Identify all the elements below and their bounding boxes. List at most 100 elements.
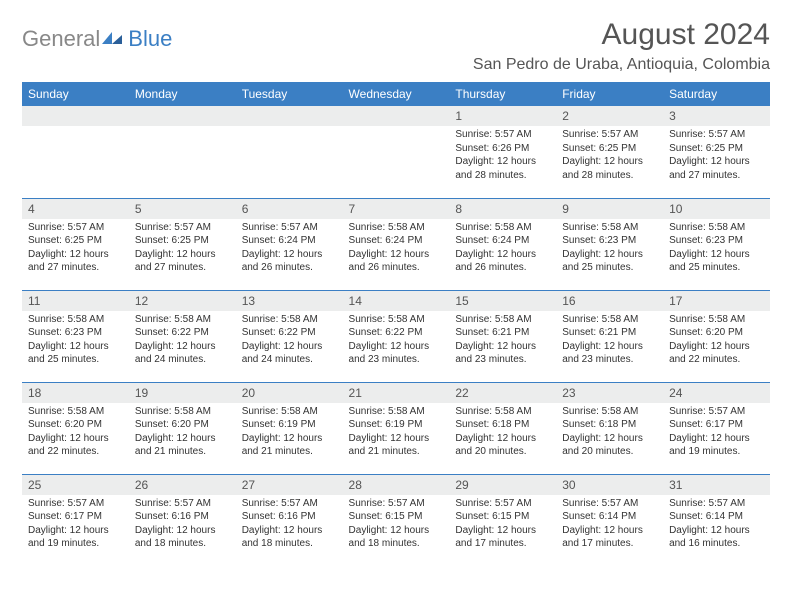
day-number: 8 — [449, 199, 556, 219]
day-number-empty — [343, 106, 450, 126]
daylight-line: Daylight: 12 hours and 26 minutes. — [349, 248, 444, 275]
sunrise-line: Sunrise: 5:58 AM — [455, 405, 550, 419]
sunset-line: Sunset: 6:25 PM — [562, 142, 657, 156]
daylight-line: Daylight: 12 hours and 16 minutes. — [669, 524, 764, 551]
calendar-cell: 9Sunrise: 5:58 AMSunset: 6:23 PMDaylight… — [556, 198, 663, 290]
day-number: 24 — [663, 383, 770, 403]
day-details: Sunrise: 5:57 AMSunset: 6:17 PMDaylight:… — [663, 403, 770, 463]
daylight-line: Daylight: 12 hours and 24 minutes. — [242, 340, 337, 367]
daylight-line: Daylight: 12 hours and 26 minutes. — [455, 248, 550, 275]
sunrise-line: Sunrise: 5:58 AM — [455, 313, 550, 327]
calendar-cell: 30Sunrise: 5:57 AMSunset: 6:14 PMDayligh… — [556, 474, 663, 566]
daylight-line: Daylight: 12 hours and 27 minutes. — [669, 155, 764, 182]
daylight-line: Daylight: 12 hours and 20 minutes. — [562, 432, 657, 459]
day-header: Sunday — [22, 82, 129, 106]
sunset-line: Sunset: 6:23 PM — [562, 234, 657, 248]
day-header: Monday — [129, 82, 236, 106]
location: San Pedro de Uraba, Antioquia, Colombia — [473, 56, 770, 74]
sunrise-line: Sunrise: 5:58 AM — [135, 313, 230, 327]
day-details: Sunrise: 5:57 AMSunset: 6:25 PMDaylight:… — [22, 219, 129, 279]
sunrise-line: Sunrise: 5:58 AM — [28, 313, 123, 327]
day-number: 1 — [449, 106, 556, 126]
day-number: 21 — [343, 383, 450, 403]
sunrise-line: Sunrise: 5:57 AM — [455, 128, 550, 142]
day-details: Sunrise: 5:57 AMSunset: 6:25 PMDaylight:… — [663, 126, 770, 186]
calendar-cell: 8Sunrise: 5:58 AMSunset: 6:24 PMDaylight… — [449, 198, 556, 290]
daylight-line: Daylight: 12 hours and 23 minutes. — [349, 340, 444, 367]
day-number: 13 — [236, 291, 343, 311]
calendar-cell: 15Sunrise: 5:58 AMSunset: 6:21 PMDayligh… — [449, 290, 556, 382]
sunrise-line: Sunrise: 5:57 AM — [349, 497, 444, 511]
sunrise-line: Sunrise: 5:58 AM — [135, 405, 230, 419]
daylight-line: Daylight: 12 hours and 28 minutes. — [562, 155, 657, 182]
sunset-line: Sunset: 6:24 PM — [242, 234, 337, 248]
day-details: Sunrise: 5:57 AMSunset: 6:25 PMDaylight:… — [129, 219, 236, 279]
day-number: 9 — [556, 199, 663, 219]
sunset-line: Sunset: 6:26 PM — [455, 142, 550, 156]
day-details: Sunrise: 5:58 AMSunset: 6:20 PMDaylight:… — [129, 403, 236, 463]
day-details: Sunrise: 5:57 AMSunset: 6:26 PMDaylight:… — [449, 126, 556, 186]
sunset-line: Sunset: 6:24 PM — [455, 234, 550, 248]
daylight-line: Daylight: 12 hours and 18 minutes. — [135, 524, 230, 551]
day-number: 11 — [22, 291, 129, 311]
calendar-cell — [129, 106, 236, 198]
sunrise-line: Sunrise: 5:58 AM — [669, 221, 764, 235]
calendar-cell: 1Sunrise: 5:57 AMSunset: 6:26 PMDaylight… — [449, 106, 556, 198]
sunset-line: Sunset: 6:22 PM — [242, 326, 337, 340]
daylight-line: Daylight: 12 hours and 27 minutes. — [135, 248, 230, 275]
day-number: 5 — [129, 199, 236, 219]
day-number: 16 — [556, 291, 663, 311]
daylight-line: Daylight: 12 hours and 17 minutes. — [455, 524, 550, 551]
calendar-cell: 29Sunrise: 5:57 AMSunset: 6:15 PMDayligh… — [449, 474, 556, 566]
day-number: 4 — [22, 199, 129, 219]
calendar-cell: 31Sunrise: 5:57 AMSunset: 6:14 PMDayligh… — [663, 474, 770, 566]
day-number: 3 — [663, 106, 770, 126]
daylight-line: Daylight: 12 hours and 21 minutes. — [135, 432, 230, 459]
calendar-cell: 5Sunrise: 5:57 AMSunset: 6:25 PMDaylight… — [129, 198, 236, 290]
day-number: 31 — [663, 475, 770, 495]
sunrise-line: Sunrise: 5:57 AM — [669, 497, 764, 511]
calendar-cell: 20Sunrise: 5:58 AMSunset: 6:19 PMDayligh… — [236, 382, 343, 474]
day-details: Sunrise: 5:58 AMSunset: 6:18 PMDaylight:… — [556, 403, 663, 463]
daylight-line: Daylight: 12 hours and 20 minutes. — [455, 432, 550, 459]
calendar-cell: 23Sunrise: 5:58 AMSunset: 6:18 PMDayligh… — [556, 382, 663, 474]
logo: General Blue — [22, 18, 172, 52]
day-number: 15 — [449, 291, 556, 311]
day-number: 27 — [236, 475, 343, 495]
calendar-week: 25Sunrise: 5:57 AMSunset: 6:17 PMDayligh… — [22, 474, 770, 566]
sunset-line: Sunset: 6:25 PM — [669, 142, 764, 156]
daylight-line: Daylight: 12 hours and 22 minutes. — [28, 432, 123, 459]
daylight-line: Daylight: 12 hours and 19 minutes. — [28, 524, 123, 551]
day-details: Sunrise: 5:58 AMSunset: 6:22 PMDaylight:… — [343, 311, 450, 371]
calendar-cell — [22, 106, 129, 198]
daylight-line: Daylight: 12 hours and 22 minutes. — [669, 340, 764, 367]
day-number: 2 — [556, 106, 663, 126]
header: General Blue August 2024 San Pedro de Ur… — [22, 18, 770, 74]
calendar-cell: 26Sunrise: 5:57 AMSunset: 6:16 PMDayligh… — [129, 474, 236, 566]
daylight-line: Daylight: 12 hours and 28 minutes. — [455, 155, 550, 182]
calendar-page: General Blue August 2024 San Pedro de Ur… — [0, 0, 792, 584]
logo-text-gray: General — [22, 26, 100, 52]
day-details: Sunrise: 5:58 AMSunset: 6:21 PMDaylight:… — [449, 311, 556, 371]
sunrise-line: Sunrise: 5:57 AM — [28, 497, 123, 511]
daylight-line: Daylight: 12 hours and 23 minutes. — [455, 340, 550, 367]
calendar-week: 4Sunrise: 5:57 AMSunset: 6:25 PMDaylight… — [22, 198, 770, 290]
sunrise-line: Sunrise: 5:58 AM — [242, 313, 337, 327]
sunset-line: Sunset: 6:22 PM — [349, 326, 444, 340]
sunrise-line: Sunrise: 5:58 AM — [349, 221, 444, 235]
daylight-line: Daylight: 12 hours and 21 minutes. — [242, 432, 337, 459]
day-number: 7 — [343, 199, 450, 219]
sunset-line: Sunset: 6:21 PM — [455, 326, 550, 340]
sunset-line: Sunset: 6:15 PM — [349, 510, 444, 524]
sunrise-line: Sunrise: 5:57 AM — [135, 221, 230, 235]
day-number: 18 — [22, 383, 129, 403]
sunset-line: Sunset: 6:21 PM — [562, 326, 657, 340]
day-number: 28 — [343, 475, 450, 495]
calendar-cell: 2Sunrise: 5:57 AMSunset: 6:25 PMDaylight… — [556, 106, 663, 198]
calendar-week: 18Sunrise: 5:58 AMSunset: 6:20 PMDayligh… — [22, 382, 770, 474]
calendar-table: Sunday Monday Tuesday Wednesday Thursday… — [22, 82, 770, 566]
day-details: Sunrise: 5:58 AMSunset: 6:23 PMDaylight:… — [663, 219, 770, 279]
calendar-cell: 22Sunrise: 5:58 AMSunset: 6:18 PMDayligh… — [449, 382, 556, 474]
sunrise-line: Sunrise: 5:57 AM — [135, 497, 230, 511]
calendar-body: 1Sunrise: 5:57 AMSunset: 6:26 PMDaylight… — [22, 106, 770, 566]
